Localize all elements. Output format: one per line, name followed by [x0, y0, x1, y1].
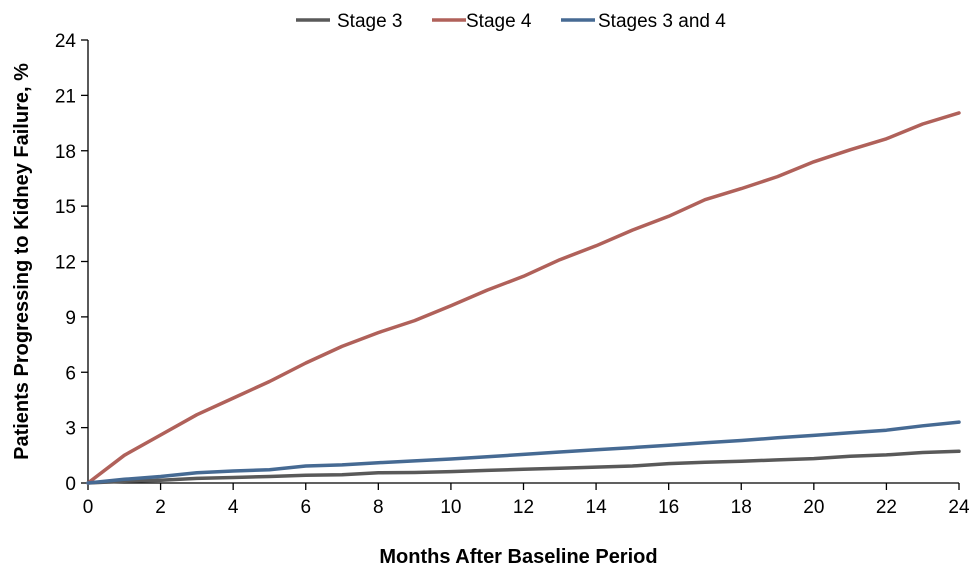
x-tick-label: 24	[948, 497, 970, 518]
x-ticks: 0 2 4 6 8 10 12 14 16 18 20 22 24	[83, 483, 970, 518]
x-tick-label: 14	[586, 497, 608, 518]
y-tick-label: 9	[65, 308, 76, 329]
y-tick-label: 3	[65, 419, 76, 440]
y-tick-label: 15	[55, 197, 76, 218]
series-line-0	[86, 449, 961, 485]
y-axis-title: Patients Progressing to Kidney Failure, …	[11, 63, 33, 460]
x-tick-label: 16	[658, 497, 679, 518]
legend-label-2: Stages 3 and 4	[598, 11, 726, 32]
series-line-2	[86, 420, 961, 485]
legend: Stage 3 Stage 4 Stages 3 and 4	[296, 11, 726, 32]
x-tick-label: 12	[513, 497, 534, 518]
y-tick-label: 21	[55, 86, 76, 107]
x-tick-label: 22	[876, 497, 897, 518]
y-tick-label: 6	[65, 363, 76, 384]
x-tick-label: 18	[731, 497, 752, 518]
x-axis-title: Months After Baseline Period	[379, 546, 657, 568]
x-tick-label: 4	[228, 497, 239, 518]
legend-label-1: Stage 4	[466, 11, 532, 32]
legend-label-0: Stage 3	[337, 11, 403, 32]
y-tick-label: 24	[55, 31, 77, 52]
series-line-1	[86, 111, 961, 485]
y-ticks: 0 3 6 9 12 15 18 21 24	[55, 31, 88, 495]
x-tick-label: 2	[155, 497, 166, 518]
y-tick-label: 0	[65, 474, 76, 495]
x-tick-label: 20	[803, 497, 824, 518]
x-tick-label: 0	[83, 497, 94, 518]
y-tick-label: 18	[55, 142, 76, 163]
y-tick-label: 12	[55, 253, 76, 274]
x-tick-label: 6	[300, 497, 311, 518]
x-tick-label: 8	[373, 497, 384, 518]
series-lines	[86, 111, 961, 485]
x-tick-label: 10	[440, 497, 461, 518]
